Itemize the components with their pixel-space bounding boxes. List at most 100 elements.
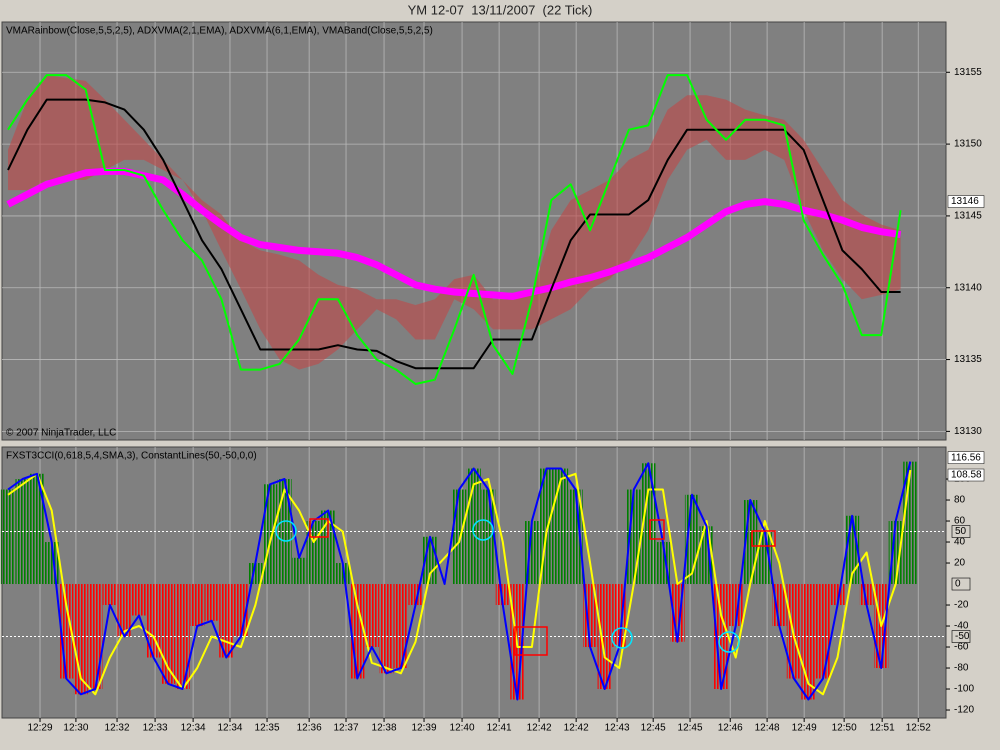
y-tick-label: 13155 xyxy=(954,67,982,78)
x-tick-label: 12:30 xyxy=(63,723,88,734)
histogram-bar xyxy=(73,584,88,695)
window-title: YM 12-07 13/11/2007 (22 Tick) xyxy=(408,2,593,17)
oscillator-line xyxy=(7,461,912,701)
histogram-bar xyxy=(146,584,161,658)
annotations xyxy=(275,518,776,656)
y-tick-label: 13140 xyxy=(954,282,982,293)
histogram-bar xyxy=(204,584,219,621)
constant-line-label: 0 xyxy=(955,579,961,590)
band-area xyxy=(8,75,901,370)
histogram-bar xyxy=(0,489,16,585)
y-tick-label: -20 xyxy=(954,600,969,611)
y-tick-label: -80 xyxy=(954,663,969,674)
x-tick-label: 12:51 xyxy=(870,723,895,734)
x-tick-label: 12:37 xyxy=(334,723,359,734)
last-price-label-box xyxy=(947,195,985,208)
y-tick-label: 13130 xyxy=(954,426,982,437)
histogram-bar xyxy=(364,584,379,648)
x-tick-label: 12:42 xyxy=(564,723,589,734)
constant-line-badge-box xyxy=(951,630,971,643)
histogram-bar xyxy=(641,463,656,585)
y-tick-label: 13150 xyxy=(954,139,982,150)
histogram-bar xyxy=(291,557,307,585)
indicator-line xyxy=(7,74,902,385)
y-tick-label: -60 xyxy=(954,642,969,653)
histogram-bar xyxy=(117,584,132,637)
marker-box xyxy=(309,518,329,538)
histogram-bar xyxy=(131,584,147,616)
x-tick-label: 12:38 xyxy=(372,723,397,734)
histogram-bar xyxy=(757,531,772,585)
x-tick-label: 12:52 xyxy=(906,723,931,734)
histogram-bar xyxy=(568,489,583,585)
x-tick-label: 12:43 xyxy=(605,723,630,734)
price-panel-label: VMARainbow(Close,5,5,2,5), ADXVMA(2,1,EM… xyxy=(6,26,433,37)
indicator-line xyxy=(6,167,902,300)
histogram-bar xyxy=(30,473,45,585)
x-tick-label: 12:34 xyxy=(217,723,242,734)
histogram-bar xyxy=(452,489,467,585)
marker-circle xyxy=(718,631,740,653)
histogram-bar xyxy=(495,584,510,606)
histogram-bar xyxy=(102,584,117,606)
histogram-bar xyxy=(59,584,74,679)
marker-circle xyxy=(472,519,494,541)
x-tick-label: 12:46 xyxy=(718,723,743,734)
last-value-label-box xyxy=(947,468,985,482)
x-tick-label: 12:32 xyxy=(105,723,130,734)
histogram-bar xyxy=(815,584,831,679)
x-tick-label: 12:39 xyxy=(412,723,437,734)
x-tick-label: 12:48 xyxy=(755,723,780,734)
oscillator-panel-label: FXST3CCI(0,618,5,4,SMA,3), ConstantLines… xyxy=(6,451,257,462)
y-tick-label: 20 xyxy=(954,558,966,569)
x-tick-label: 12:40 xyxy=(450,723,475,734)
last-value-label-box xyxy=(947,451,985,464)
last-price-label: 13146 xyxy=(951,196,979,207)
x-tick-label: 12:29 xyxy=(28,723,53,734)
x-tick-label: 12:45 xyxy=(678,723,703,734)
x-tick-label: 12:49 xyxy=(792,723,817,734)
y-tick-label: 13145 xyxy=(954,211,982,222)
histogram-bar xyxy=(393,584,409,669)
marker-box xyxy=(649,519,665,540)
histogram-bar xyxy=(655,542,670,585)
histogram-bar xyxy=(321,510,336,585)
x-tick-label: 12:33 xyxy=(143,723,168,734)
x-tick-label: 12:34 xyxy=(181,723,206,734)
x-tick-label: 12:41 xyxy=(487,723,512,734)
last-value-label: 108.58 xyxy=(951,470,982,481)
copyright: © 2007 NinjaTrader, LLC xyxy=(6,428,116,439)
histogram-bar xyxy=(743,500,758,585)
histogram-bar xyxy=(772,584,787,627)
y-tick-label: 80 xyxy=(954,495,966,506)
marker-circle xyxy=(611,627,633,649)
y-tick-label: 40 xyxy=(954,537,966,548)
constant-line-label: -50 xyxy=(955,631,970,642)
histogram-bar xyxy=(262,484,278,585)
marker-box xyxy=(514,626,548,656)
histogram-bar xyxy=(219,584,234,658)
constant-line-badge-box xyxy=(951,577,971,591)
oscillator-line xyxy=(7,469,912,696)
histogram-bar xyxy=(597,584,612,690)
x-tick-label: 12:45 xyxy=(641,723,666,734)
x-tick-label: 12:35 xyxy=(255,723,280,734)
x-tick-label: 12:50 xyxy=(832,723,857,734)
constant-line-badge-box xyxy=(951,525,971,538)
marker-box xyxy=(751,530,776,547)
histogram-bar xyxy=(335,563,350,585)
y-tick-label: -120 xyxy=(954,705,974,716)
y-tick-label: -40 xyxy=(954,621,969,632)
y-tick-label: 13135 xyxy=(954,354,982,365)
last-value-label: 116.56 xyxy=(951,452,981,463)
histogram-bar xyxy=(553,468,569,585)
y-tick-label: 60 xyxy=(954,516,966,527)
indicator-line xyxy=(7,98,901,370)
marker-circle xyxy=(275,520,297,542)
histogram-bar xyxy=(379,584,394,674)
histogram-bar xyxy=(888,521,903,585)
constant-line-label: 50 xyxy=(955,526,967,537)
histogram-bar xyxy=(190,584,205,627)
y-tick-label: -100 xyxy=(954,684,974,695)
